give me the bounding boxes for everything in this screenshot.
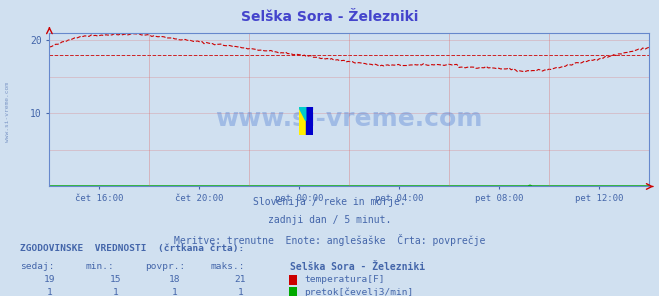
Text: 1: 1	[113, 288, 118, 296]
Text: 19: 19	[43, 275, 55, 284]
Text: ZGODOVINSKE  VREDNOSTI  (črtkana črta):: ZGODOVINSKE VREDNOSTI (črtkana črta):	[20, 244, 244, 253]
Text: Selška Sora - Železniki: Selška Sora - Železniki	[241, 10, 418, 24]
Text: sedaj:: sedaj:	[20, 262, 54, 271]
Text: Slovenija / reke in morje.: Slovenija / reke in morje.	[253, 197, 406, 207]
Text: Meritve: trenutne  Enote: anglešaške  Črta: povprečje: Meritve: trenutne Enote: anglešaške Črta…	[174, 234, 485, 246]
Text: min.:: min.:	[86, 262, 115, 271]
Text: 15: 15	[109, 275, 121, 284]
Text: www.si-vreme.com: www.si-vreme.com	[215, 107, 483, 131]
Polygon shape	[299, 107, 306, 121]
Text: 1: 1	[238, 288, 243, 296]
Text: Selška Sora - Železniki: Selška Sora - Železniki	[290, 262, 425, 272]
Text: povpr.:: povpr.:	[145, 262, 185, 271]
Text: 1: 1	[47, 288, 52, 296]
Text: zadnji dan / 5 minut.: zadnji dan / 5 minut.	[268, 215, 391, 225]
Bar	[299, 107, 306, 135]
Text: 21: 21	[235, 275, 246, 284]
Text: temperatura[F]: temperatura[F]	[304, 275, 385, 284]
Text: 18: 18	[169, 275, 181, 284]
Text: www.si-vreme.com: www.si-vreme.com	[5, 83, 11, 142]
Text: maks.:: maks.:	[211, 262, 245, 271]
Bar	[306, 107, 313, 135]
Text: pretok[čevelj3/min]: pretok[čevelj3/min]	[304, 288, 414, 296]
Text: 1: 1	[172, 288, 177, 296]
